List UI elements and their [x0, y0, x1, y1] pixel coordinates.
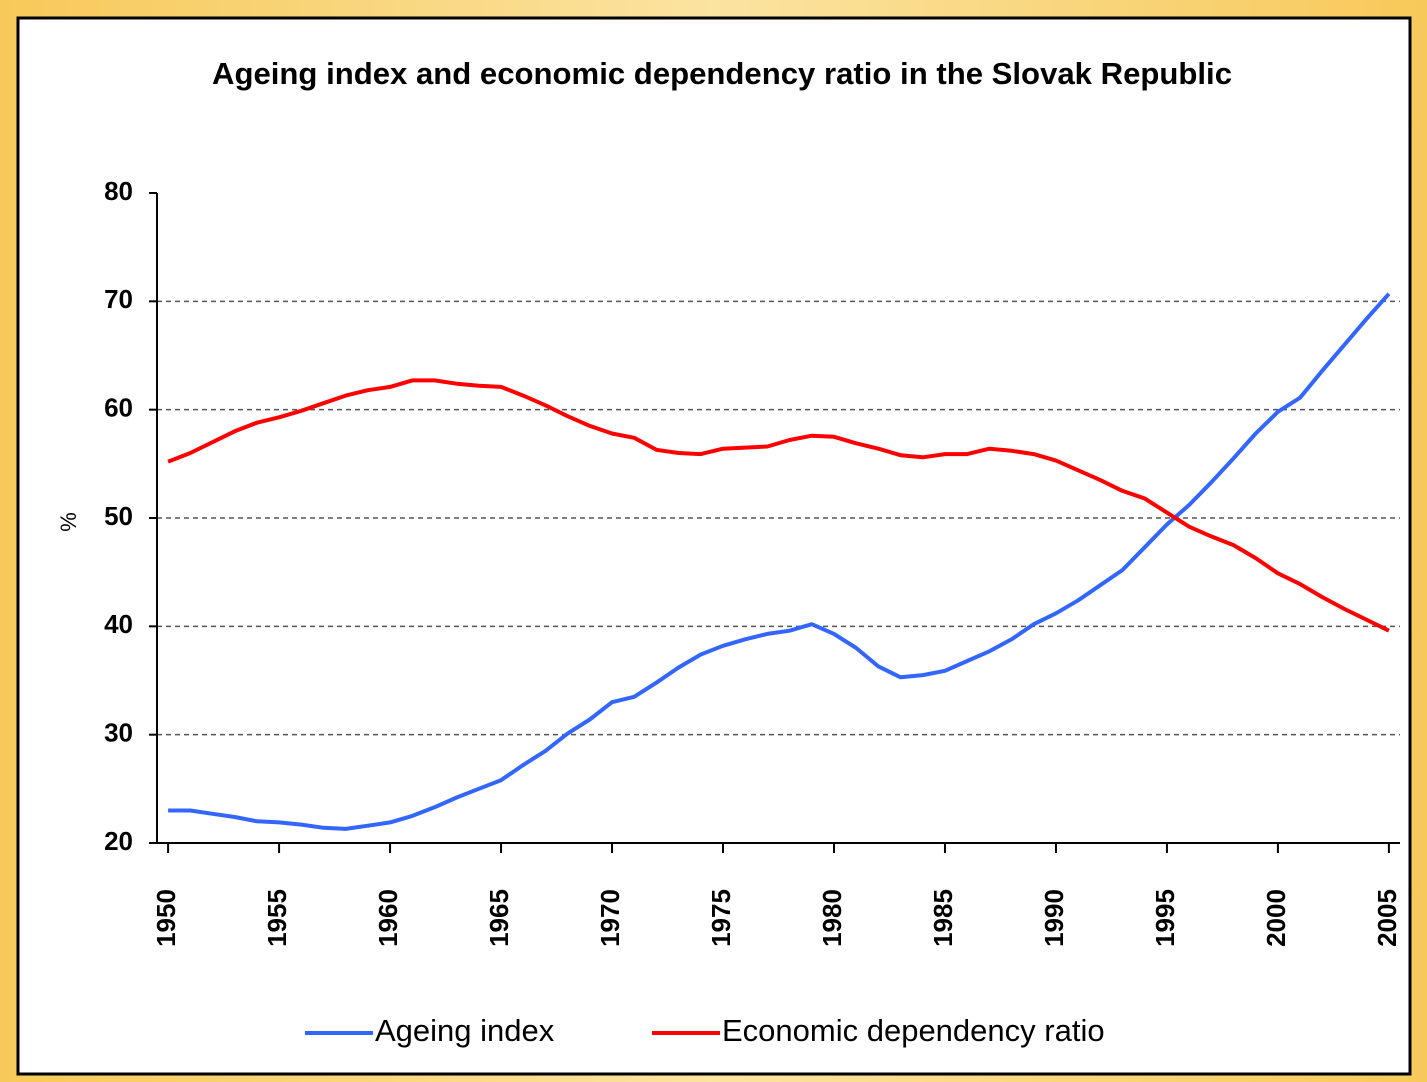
y-axis-label: % — [56, 512, 81, 532]
x-tick-label: 2000 — [1261, 889, 1291, 947]
chart-panel — [16, 16, 1412, 1076]
x-tick-label: 1955 — [262, 889, 292, 947]
y-tick-label: 70 — [104, 284, 133, 314]
data-line — [168, 292, 1391, 831]
y-tick-label: 50 — [104, 501, 133, 531]
x-tick-label: 1960 — [373, 889, 403, 947]
x-tick-label: 1990 — [1039, 889, 1069, 947]
x-tick-label: 1975 — [706, 889, 736, 947]
chart-title: Ageing index and economic dependency rat… — [212, 56, 1232, 91]
x-tick-label: 1985 — [928, 889, 958, 947]
x-tick-label: 1980 — [817, 889, 847, 947]
x-tick-label: 1995 — [1150, 889, 1180, 947]
legend-label: Ageing index — [375, 1013, 555, 1048]
y-tick-label: 60 — [104, 393, 133, 423]
y-tick-label: 40 — [104, 609, 133, 639]
legend-label: Economic dependency ratio — [722, 1013, 1105, 1048]
data-line — [167, 378, 1390, 633]
x-tick-label: 1950 — [151, 889, 181, 947]
y-tick-label: 80 — [104, 176, 133, 206]
x-tick-label: 1970 — [595, 889, 625, 947]
x-tick-label: 2005 — [1372, 889, 1402, 947]
y-tick-label: 30 — [104, 718, 133, 748]
y-tick-label: 20 — [104, 826, 133, 856]
x-tick-label: 1965 — [484, 889, 514, 947]
